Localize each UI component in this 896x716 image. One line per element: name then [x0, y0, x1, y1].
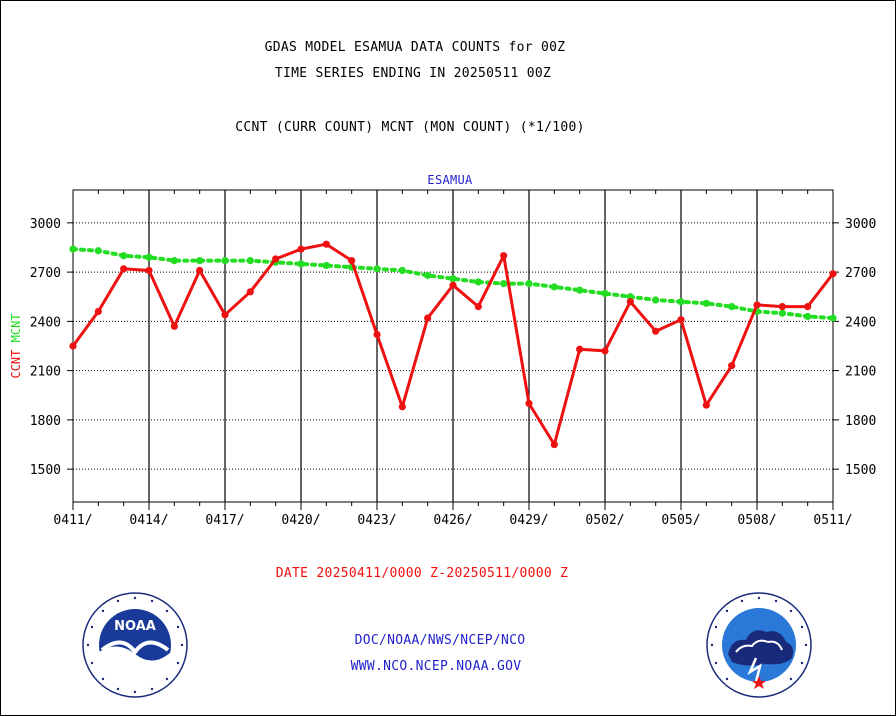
data-point-mcnt	[69, 245, 77, 253]
data-point-ccnt	[69, 342, 77, 350]
data-point-mcnt	[652, 296, 660, 304]
data-point-mcnt	[322, 261, 330, 270]
data-point-ccnt	[221, 311, 229, 319]
x-tick-label: 0429/	[509, 513, 548, 528]
y-axis-label-part: CCNT	[9, 350, 23, 379]
x-tick-label: 0426/	[433, 513, 472, 528]
data-point-ccnt	[196, 266, 204, 275]
data-point-ccnt	[652, 327, 660, 335]
data-point-mcnt	[677, 298, 685, 306]
data-point-mcnt	[778, 309, 786, 317]
x-tick-label: 0417/	[205, 513, 244, 528]
data-point-ccnt	[297, 245, 305, 253]
data-point-ccnt	[449, 281, 457, 289]
y-tick-label-right: 2400	[845, 315, 876, 330]
x-tick-label: 0502/	[585, 513, 624, 528]
data-point-ccnt	[677, 316, 685, 324]
data-point-mcnt	[373, 265, 381, 273]
data-point-ccnt	[778, 302, 786, 311]
y-tick-label-left: 1800	[30, 414, 61, 429]
data-point-ccnt	[170, 322, 178, 330]
data-point-mcnt	[196, 257, 204, 265]
chart-series-description: CCNT (CURR COUNT) MCNT (MON COUNT) (*1/1…	[235, 120, 585, 135]
y-tick-label-right: 2100	[845, 365, 876, 380]
data-point-ccnt	[322, 240, 330, 248]
y-axis-label: CCNT MCNT	[9, 313, 23, 378]
footer-url: WWW.NCO.NCEP.NOAA.GOV	[350, 659, 522, 674]
data-point-mcnt	[626, 293, 634, 301]
data-point-mcnt	[398, 266, 406, 275]
data-point-ccnt	[829, 270, 837, 278]
data-point-ccnt	[601, 347, 609, 355]
y-tick-label-right: 2700	[845, 266, 876, 281]
data-point-mcnt	[525, 280, 533, 288]
svg-text:NOAA: NOAA	[114, 619, 156, 634]
data-point-mcnt	[246, 257, 254, 265]
data-point-mcnt	[145, 253, 153, 261]
data-point-ccnt	[94, 307, 102, 316]
data-point-mcnt	[170, 257, 178, 265]
data-point-mcnt	[829, 314, 837, 322]
data-point-ccnt	[373, 330, 381, 339]
y-tick-label-right: 1800	[845, 414, 876, 429]
data-point-mcnt	[576, 286, 584, 294]
data-point-ccnt	[550, 440, 558, 449]
data-point-ccnt	[525, 399, 533, 408]
data-point-ccnt	[500, 252, 508, 260]
data-point-mcnt	[297, 260, 305, 268]
data-point-ccnt	[398, 403, 406, 411]
date-range-label: DATE 20250411/0000 Z-20250511/0000 Z	[275, 566, 569, 581]
chart-subtitle: TIME SERIES ENDING IN 20250511 00Z	[274, 66, 552, 81]
x-tick-label: 0508/	[737, 513, 776, 528]
data-point-ccnt	[728, 362, 736, 370]
y-tick-label-right: 3000	[845, 217, 876, 232]
noaa-logo: NOAA	[82, 592, 188, 698]
data-point-ccnt	[474, 302, 482, 311]
data-point-mcnt	[601, 289, 609, 298]
data-point-ccnt	[424, 314, 432, 322]
data-point-mcnt	[449, 275, 457, 283]
x-tick-label: 0511/	[813, 513, 852, 528]
chart-title: GDAS MODEL ESAMUA DATA COUNTS for 00Z	[264, 40, 566, 55]
data-point-ccnt	[246, 288, 254, 296]
data-point-ccnt	[145, 266, 153, 275]
data-point-ccnt	[348, 257, 356, 265]
data-point-mcnt	[120, 252, 128, 260]
data-point-ccnt	[702, 401, 710, 409]
y-tick-label-left: 3000	[30, 217, 61, 232]
y-tick-label-right: 1500	[845, 463, 876, 478]
footer-org: DOC/NOAA/NWS/NCEP/NCO	[354, 633, 526, 648]
data-point-mcnt	[94, 247, 102, 255]
data-point-ccnt	[576, 345, 584, 353]
data-point-ccnt	[272, 255, 280, 263]
data-point-ccnt	[804, 302, 812, 311]
data-point-mcnt	[728, 302, 736, 311]
data-point-mcnt	[500, 280, 508, 288]
data-point-mcnt	[474, 278, 482, 286]
y-tick-label-left: 2700	[30, 266, 61, 281]
data-point-ccnt	[120, 265, 128, 273]
y-tick-label-left: 2400	[30, 315, 61, 330]
x-tick-label: 0505/	[661, 513, 700, 528]
data-point-mcnt	[221, 257, 229, 265]
data-point-mcnt	[804, 312, 812, 321]
x-tick-label: 0420/	[281, 513, 320, 528]
y-axis-label-part: MCNT	[9, 313, 23, 349]
data-point-mcnt	[550, 283, 558, 291]
y-tick-label-left: 2100	[30, 365, 61, 380]
data-point-ccnt	[626, 298, 634, 306]
data-point-mcnt	[424, 271, 432, 279]
x-tick-label: 0423/	[357, 513, 396, 528]
nws-logo	[706, 592, 812, 698]
x-tick-label: 0414/	[129, 513, 168, 528]
y-tick-label-left: 1500	[30, 463, 61, 478]
x-tick-label: 0411/	[53, 513, 92, 528]
data-point-ccnt	[753, 301, 761, 309]
panel-label: ESAMUA	[427, 173, 473, 187]
data-point-mcnt	[702, 299, 710, 307]
